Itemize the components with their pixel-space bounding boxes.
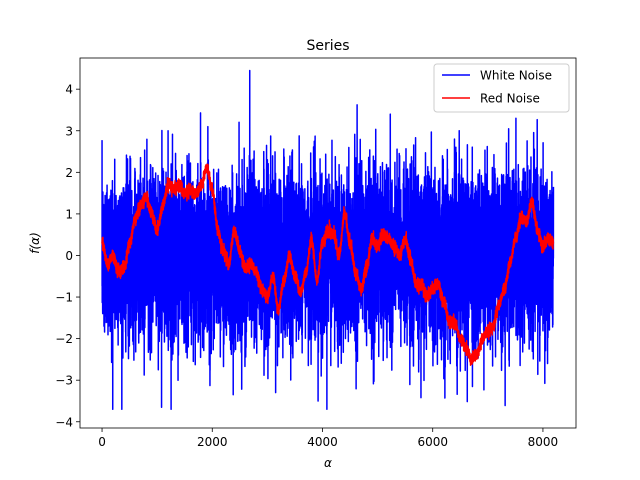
plot-area — [101, 69, 555, 411]
legend-box — [433, 63, 570, 113]
y-axis-label: f(α) — [28, 232, 42, 254]
y-tick-label: −2 — [55, 332, 73, 346]
y-tick-label: 0 — [65, 249, 73, 263]
x-tick-label: 0 — [98, 435, 106, 449]
y-tick-label: 1 — [65, 207, 73, 221]
legend-label-red-noise: Red Noise — [480, 92, 540, 106]
legend: White Noise Red Noise — [433, 63, 570, 113]
x-axis: 0 2000 4000 6000 8000 — [98, 428, 558, 449]
series-line-red-noise — [101, 163, 555, 366]
x-tick-label: 2000 — [197, 435, 228, 449]
x-axis-label: α — [324, 456, 332, 470]
y-axis: −4 −3 −2 −1 0 1 2 3 4 — [55, 83, 80, 429]
x-tick-label: 8000 — [528, 435, 559, 449]
y-tick-label: 4 — [65, 83, 73, 97]
y-tick-label: −3 — [55, 374, 73, 388]
x-tick-label: 4000 — [307, 435, 338, 449]
x-tick-label: 6000 — [417, 435, 448, 449]
y-tick-label: −4 — [55, 415, 73, 429]
y-tick-label: 2 — [65, 166, 73, 180]
chart-title: Series — [306, 38, 349, 54]
y-tick-label: 3 — [65, 124, 73, 138]
axes-frame — [79, 57, 577, 429]
legend-label-white-noise: White Noise — [480, 69, 552, 83]
y-tick-label: −1 — [55, 291, 73, 305]
